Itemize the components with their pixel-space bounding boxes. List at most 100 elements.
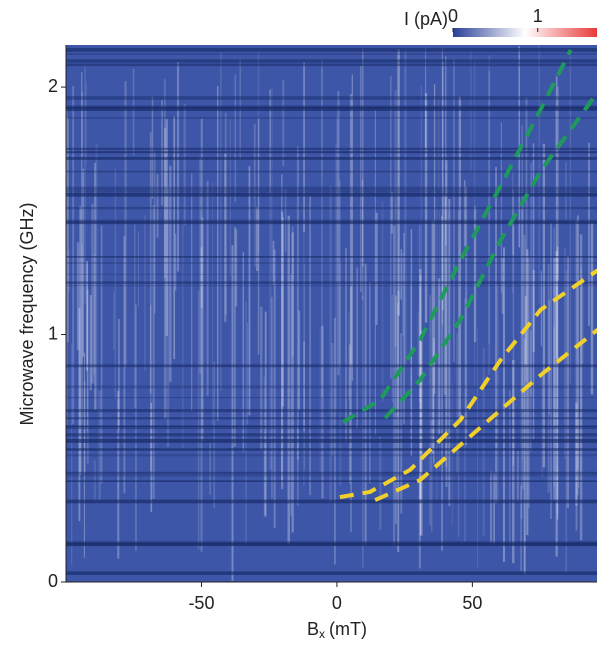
heatmap-texture — [152, 205, 155, 499]
heatmap-texture — [495, 408, 498, 450]
heatmap-texture — [66, 219, 597, 222]
heatmap-texture — [287, 215, 290, 545]
heatmap-texture — [150, 402, 153, 513]
heatmap-texture — [269, 89, 272, 194]
heatmap-texture — [176, 62, 180, 272]
heatmap-texture — [441, 216, 444, 551]
heatmap-texture — [356, 267, 358, 429]
heatmap-texture — [212, 182, 214, 425]
heatmap-texture — [532, 269, 535, 353]
y-tick-label: 1 — [48, 323, 58, 343]
heatmap-texture — [93, 254, 96, 375]
colorbar — [453, 28, 597, 37]
heatmap-texture — [181, 219, 184, 449]
heatmap-texture — [165, 119, 168, 336]
heatmap-texture — [497, 285, 499, 503]
heatmap-texture — [410, 281, 412, 443]
heatmap-texture — [509, 390, 511, 547]
heatmap-texture — [337, 91, 340, 376]
heatmap-texture — [501, 258, 504, 314]
x-axis-label: Bx (mT) — [307, 619, 367, 641]
heatmap-texture — [448, 198, 451, 506]
heatmap-texture — [209, 442, 212, 495]
heatmap-texture — [431, 220, 434, 454]
heatmap-texture — [520, 209, 523, 520]
heatmap-texture — [84, 64, 86, 305]
heatmap-texture — [114, 168, 117, 400]
heatmap-texture — [463, 180, 466, 247]
heatmap-texture — [417, 311, 420, 376]
heatmap-texture — [271, 87, 273, 276]
heatmap-texture — [66, 454, 597, 457]
heatmap-texture — [303, 264, 305, 470]
heatmap-texture — [445, 56, 447, 246]
heatmap-texture — [82, 168, 85, 358]
heatmap-texture — [66, 438, 597, 443]
heatmap-texture — [526, 249, 529, 536]
x-axis-label-base: B — [307, 619, 319, 639]
heatmap-texture — [66, 433, 597, 437]
heatmap-texture — [588, 142, 590, 326]
heatmap-texture — [83, 381, 86, 474]
heatmap-texture — [163, 127, 167, 419]
heatmap-texture — [231, 245, 234, 581]
heatmap-texture — [66, 47, 597, 52]
heatmap-texture — [347, 312, 350, 400]
heatmap-texture — [201, 217, 204, 442]
heatmap-texture — [391, 294, 394, 403]
heatmap-texture — [433, 84, 436, 394]
heatmap-texture — [71, 343, 73, 565]
heatmap-texture — [493, 473, 496, 545]
heatmap-texture — [395, 295, 397, 525]
heatmap-texture — [200, 118, 203, 308]
heatmap-texture — [437, 96, 440, 190]
heatmap-texture — [329, 185, 332, 503]
heatmap-texture — [66, 409, 597, 413]
heatmap-texture — [66, 117, 69, 343]
heatmap-texture — [86, 289, 89, 464]
heatmap-texture — [247, 322, 249, 425]
heatmap-texture — [66, 156, 597, 160]
heatmap-texture — [217, 85, 219, 421]
heatmap-texture — [66, 273, 597, 275]
heatmap-texture — [66, 147, 597, 151]
heatmap-texture — [575, 219, 578, 531]
heatmap-texture — [156, 174, 159, 238]
heatmap-texture — [590, 223, 594, 395]
heatmap-texture — [123, 236, 126, 494]
heatmap-texture — [348, 344, 352, 484]
heatmap-texture — [424, 93, 428, 323]
heatmap-texture — [566, 255, 570, 509]
heatmap-texture — [270, 297, 273, 499]
heatmap-texture — [555, 76, 558, 359]
heatmap-texture — [66, 192, 597, 197]
heatmap-texture — [282, 80, 285, 167]
heatmap-texture — [169, 165, 172, 382]
heatmap-texture — [66, 170, 597, 173]
heatmap-texture — [400, 249, 402, 300]
heatmap-texture — [555, 251, 558, 557]
heatmap-texture — [522, 196, 524, 490]
heatmap-texture — [431, 420, 433, 532]
heatmap-texture — [117, 390, 120, 559]
heatmap-texture — [297, 426, 299, 506]
heatmap-texture — [132, 68, 135, 156]
fit-curve — [339, 268, 597, 500]
heatmap-texture — [151, 96, 154, 200]
heatmap-texture — [66, 151, 597, 153]
heatmap-texture — [175, 233, 177, 291]
heatmap-texture — [389, 76, 392, 379]
heatmap-texture — [91, 203, 94, 384]
heatmap-texture — [541, 370, 544, 478]
heatmap-texture — [66, 543, 597, 546]
heatmap-texture — [464, 297, 466, 542]
heatmap-texture — [521, 361, 523, 459]
heatmap-texture — [66, 472, 597, 477]
x-tick-label: -50 — [188, 593, 214, 613]
heatmap-texture — [339, 180, 341, 368]
heatmap-texture — [381, 201, 384, 402]
colorbar-tick-label: 1 — [533, 6, 543, 26]
heatmap-texture — [396, 54, 400, 292]
heatmap-texture — [197, 290, 200, 550]
heatmap-texture — [579, 234, 583, 541]
